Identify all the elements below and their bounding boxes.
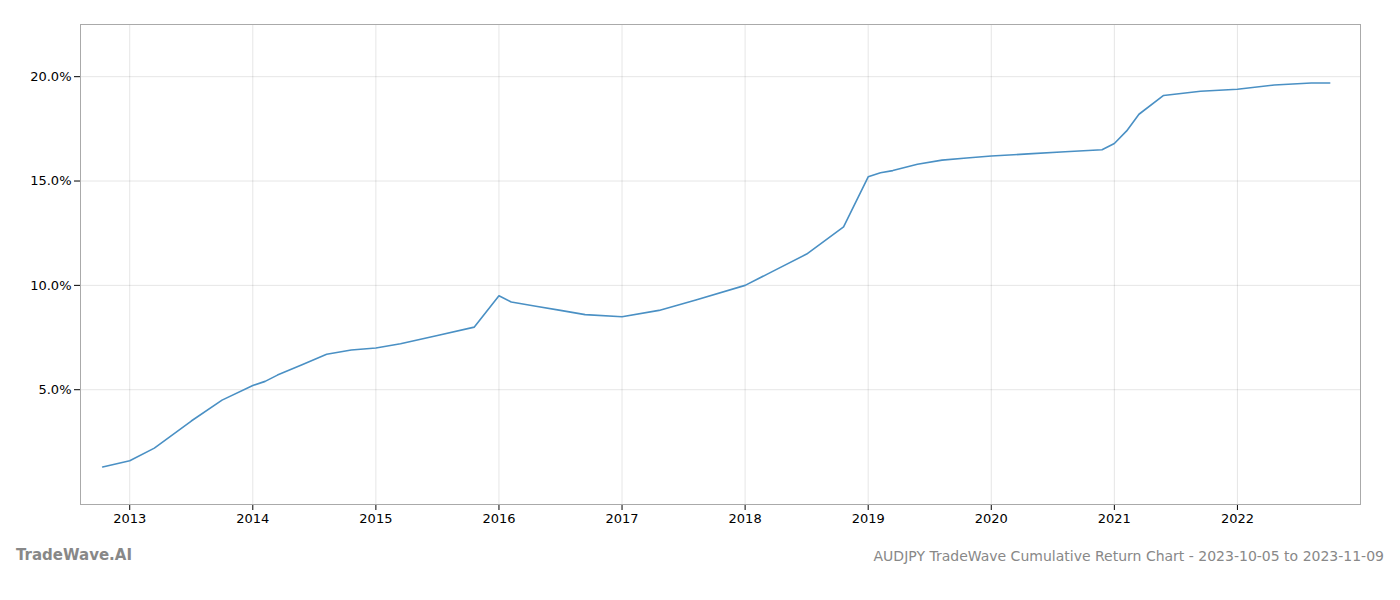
- svg-text:15.0%: 15.0%: [30, 173, 71, 188]
- svg-text:2017: 2017: [605, 511, 638, 526]
- svg-text:5.0%: 5.0%: [38, 382, 71, 397]
- svg-text:20.0%: 20.0%: [30, 69, 71, 84]
- svg-text:2021: 2021: [1098, 511, 1131, 526]
- svg-text:2016: 2016: [482, 511, 515, 526]
- svg-text:2018: 2018: [729, 511, 762, 526]
- svg-text:2013: 2013: [113, 511, 146, 526]
- svg-text:2014: 2014: [236, 511, 269, 526]
- svg-text:10.0%: 10.0%: [30, 278, 71, 293]
- html-text:TradeWave.AI: TradeWave.AI: [16, 546, 132, 564]
- html-text:AUDJPY TradeWave Cumulative Re: AUDJPY TradeWave Cumulative Return Chart…: [873, 548, 1384, 564]
- svg-text:2022: 2022: [1221, 511, 1254, 526]
- svg-text:2015: 2015: [359, 511, 392, 526]
- svg-text:2019: 2019: [852, 511, 885, 526]
- svg-text:2020: 2020: [975, 511, 1008, 526]
